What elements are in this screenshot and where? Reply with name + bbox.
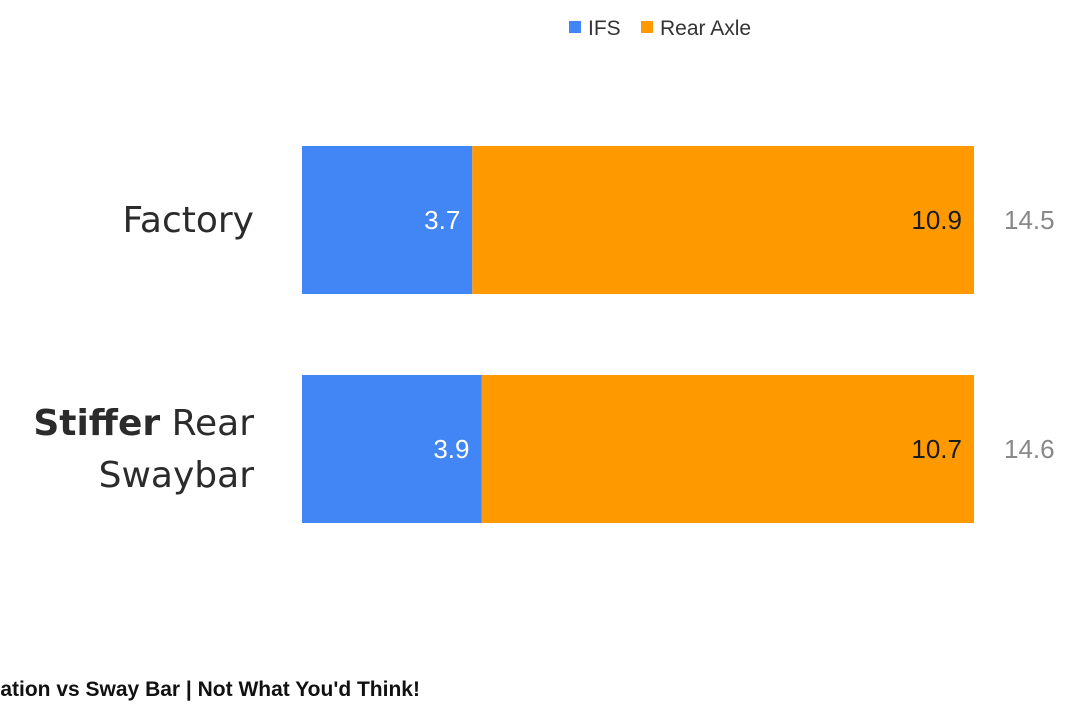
category-label-part: Factory: [122, 200, 254, 241]
total-label-0: 14.5: [1004, 205, 1055, 235]
value-label-1-0: 10.9: [911, 205, 962, 235]
legend-swatch-1: [641, 21, 653, 33]
category-labels: Factory Stiffer Rear Swaybar: [33, 200, 254, 496]
category-label-part: Swaybar: [99, 455, 255, 496]
video-title-caption: culation vs Sway Bar | Not What You'd Th…: [0, 678, 420, 701]
total-labels: 14.5 14.6: [1004, 205, 1055, 464]
value-labels: 3.7 10.9 3.9 10.7: [424, 205, 962, 464]
category-label-0-line-0: Factory: [122, 200, 254, 241]
category-label-part: Stiffer: [33, 403, 160, 444]
category-label-1-line-1: Swaybar: [99, 455, 255, 496]
value-label-0-0: 3.7: [424, 205, 460, 235]
bar-rear-axle-1: [481, 375, 974, 523]
legend-label-1: Rear Axle: [660, 17, 751, 40]
legend-label-0: IFS: [588, 17, 621, 40]
category-label-part: Rear: [160, 403, 254, 444]
legend: IFS Rear Axle: [569, 17, 751, 40]
bar-ifs-1: [302, 375, 482, 523]
bars: [302, 146, 974, 523]
category-label-1-line-0: Stiffer Rear: [33, 403, 254, 444]
bar-ifs-0: [302, 146, 473, 294]
total-label-1: 14.6: [1004, 434, 1055, 464]
value-label-1-1: 10.7: [911, 434, 962, 464]
legend-swatch-0: [569, 21, 581, 33]
bar-rear-axle-0: [472, 146, 974, 294]
value-label-0-1: 3.9: [433, 434, 469, 464]
